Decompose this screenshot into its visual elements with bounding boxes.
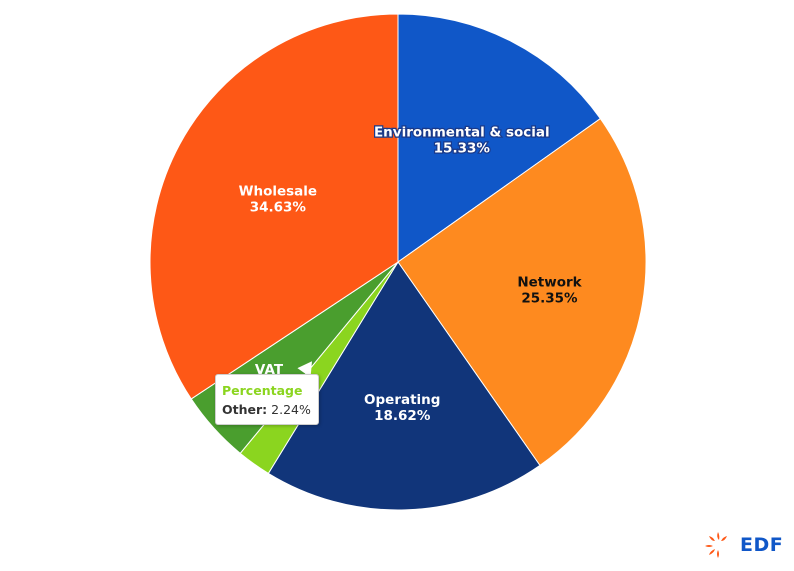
pie-slice-wholesale[interactable]	[149, 13, 399, 400]
pie-slice-environmental-social[interactable]	[397, 13, 602, 263]
edf-logo: EDF	[703, 529, 783, 561]
tooltip-title: Percentage	[222, 383, 303, 398]
tooltip-key: Other:	[222, 402, 268, 417]
slice-label-wholesale: Wholesale 34.63%	[239, 183, 318, 215]
edf-logo-text: EDF	[740, 534, 784, 556]
pie-slice-network[interactable]	[397, 117, 647, 467]
slice-label-operating: Operating 18.62%	[364, 392, 440, 424]
pie-slice-operating[interactable]	[267, 261, 541, 511]
edf-sun-icon	[705, 532, 727, 558]
tooltip-value: 2.24%	[271, 402, 311, 417]
slice-label-environmental-social: Environmental & social 15.33%	[374, 125, 550, 157]
slice-label-network: Network 25.35%	[517, 274, 582, 306]
tooltip: Percentage Other: 2.24%	[215, 374, 319, 425]
